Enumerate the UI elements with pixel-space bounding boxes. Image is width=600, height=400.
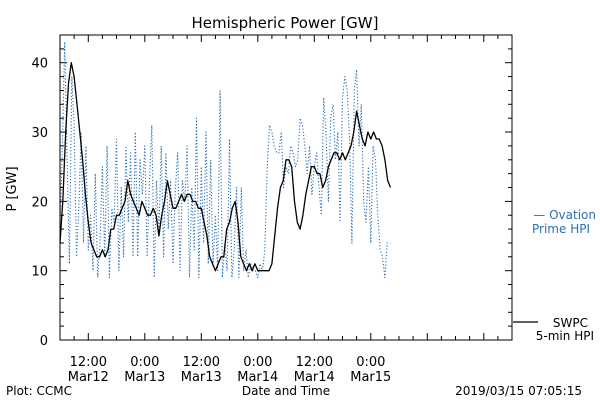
x-tick-date-label: Mar14 (237, 370, 278, 385)
swpc-legend-line2: 5-min HPI (536, 329, 594, 343)
y-axis-label: P [GW] (5, 166, 20, 211)
chart-title: Hemispheric Power [GW] (192, 14, 379, 32)
x-tick-time-label: 12:00 (70, 355, 107, 370)
y-tick-label: 20 (31, 195, 48, 210)
ovation-legend-line2: Prime HPI (532, 222, 590, 236)
x-tick-time-label: 12:00 (296, 355, 333, 370)
x-tick-date-label: Mar15 (350, 370, 391, 385)
ovation-prime-series (59, 41, 391, 279)
x-tick-time-label: 0:00 (356, 355, 385, 370)
x-tick-time-label: 12:00 (183, 355, 220, 370)
y-tick-label: 0 (40, 334, 48, 349)
x-tick-date-label: Mar13 (181, 370, 222, 385)
x-tick-time-label: 0:00 (130, 355, 159, 370)
x-axis-label: Date and Time (242, 384, 330, 398)
x-tick-date-label: Mar13 (124, 370, 165, 385)
plot-timestamp: 2019/03/15 07:05:15 (455, 384, 582, 398)
y-tick-label: 30 (31, 126, 48, 141)
y-tick-label: 40 (31, 57, 48, 72)
plot-credit: Plot: CCMC (6, 384, 72, 398)
x-tick-date-label: Mar14 (294, 370, 335, 385)
y-tick-label: 10 (31, 265, 48, 280)
swpc-legend-line1: SWPC (553, 316, 588, 330)
plot-frame (59, 34, 513, 341)
x-tick-time-label: 0:00 (243, 355, 272, 370)
ovation-legend-line1: — Ovation (533, 208, 596, 222)
swpc-hpi-series (59, 62, 392, 272)
x-tick-date-label: Mar12 (68, 370, 109, 385)
